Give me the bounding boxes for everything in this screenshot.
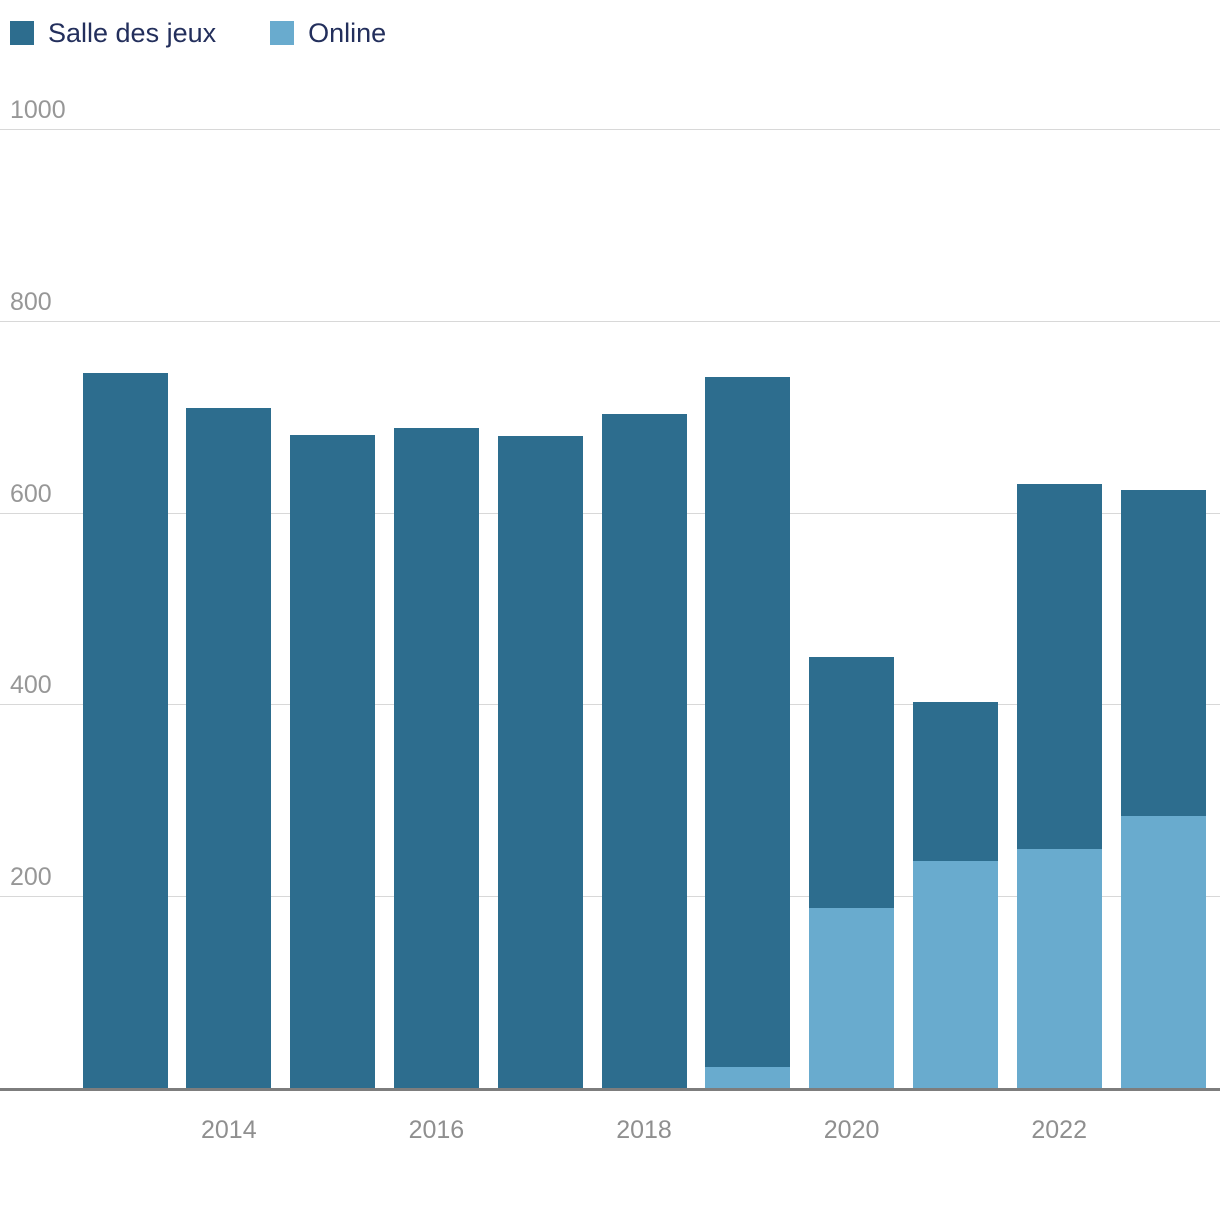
x-axis-line — [0, 1088, 1220, 1091]
bar-2017-salle-des-jeux — [497, 435, 583, 1088]
bar-2019-salle-des-jeux — [705, 377, 791, 1088]
x-tick-label-2020: 2020 — [823, 1116, 880, 1144]
bar-2016-salle-des-jeux — [393, 428, 479, 1088]
bar-2022-online — [1016, 849, 1102, 1088]
x-tick-label-2016: 2016 — [408, 1116, 465, 1144]
bar-2015-salle-des-jeux — [290, 434, 376, 1088]
bar-2014-salle-des-jeux — [186, 408, 272, 1088]
y-tick-label-400: 400 — [10, 671, 52, 700]
bar-2019-online — [705, 1066, 791, 1088]
gridline-1000 — [0, 129, 1220, 130]
y-tick-label-800: 800 — [10, 287, 52, 316]
legend-label-online: Online — [308, 18, 387, 48]
legend-item-salle-des-jeux: Salle des jeux — [10, 18, 216, 48]
legend-label-salle-des-jeux: Salle des jeux — [48, 18, 217, 48]
gridline-800 — [0, 320, 1220, 322]
bar-2013-salle-des-jeux — [82, 372, 168, 1088]
bar-2020-online — [809, 907, 895, 1088]
x-tick-label-2022: 2022 — [1031, 1116, 1087, 1144]
bar-2018-salle-des-jeux — [601, 413, 687, 1088]
legend-swatch-salle-des-jeux-icon — [10, 21, 34, 45]
y-tick-label-1000: 1000 — [10, 96, 66, 124]
legend-item-online: Online — [270, 18, 386, 48]
legend-swatch-online-icon — [270, 21, 295, 45]
x-tick-label-2014: 2014 — [200, 1116, 257, 1144]
y-tick-label-600: 600 — [10, 479, 52, 508]
bar-2023-online — [1120, 815, 1206, 1088]
legend: Salle des jeux Online — [10, 18, 386, 48]
x-tick-label-2018: 2018 — [616, 1116, 672, 1144]
y-tick-label-200: 200 — [10, 863, 52, 892]
bar-2021-online — [912, 860, 998, 1088]
